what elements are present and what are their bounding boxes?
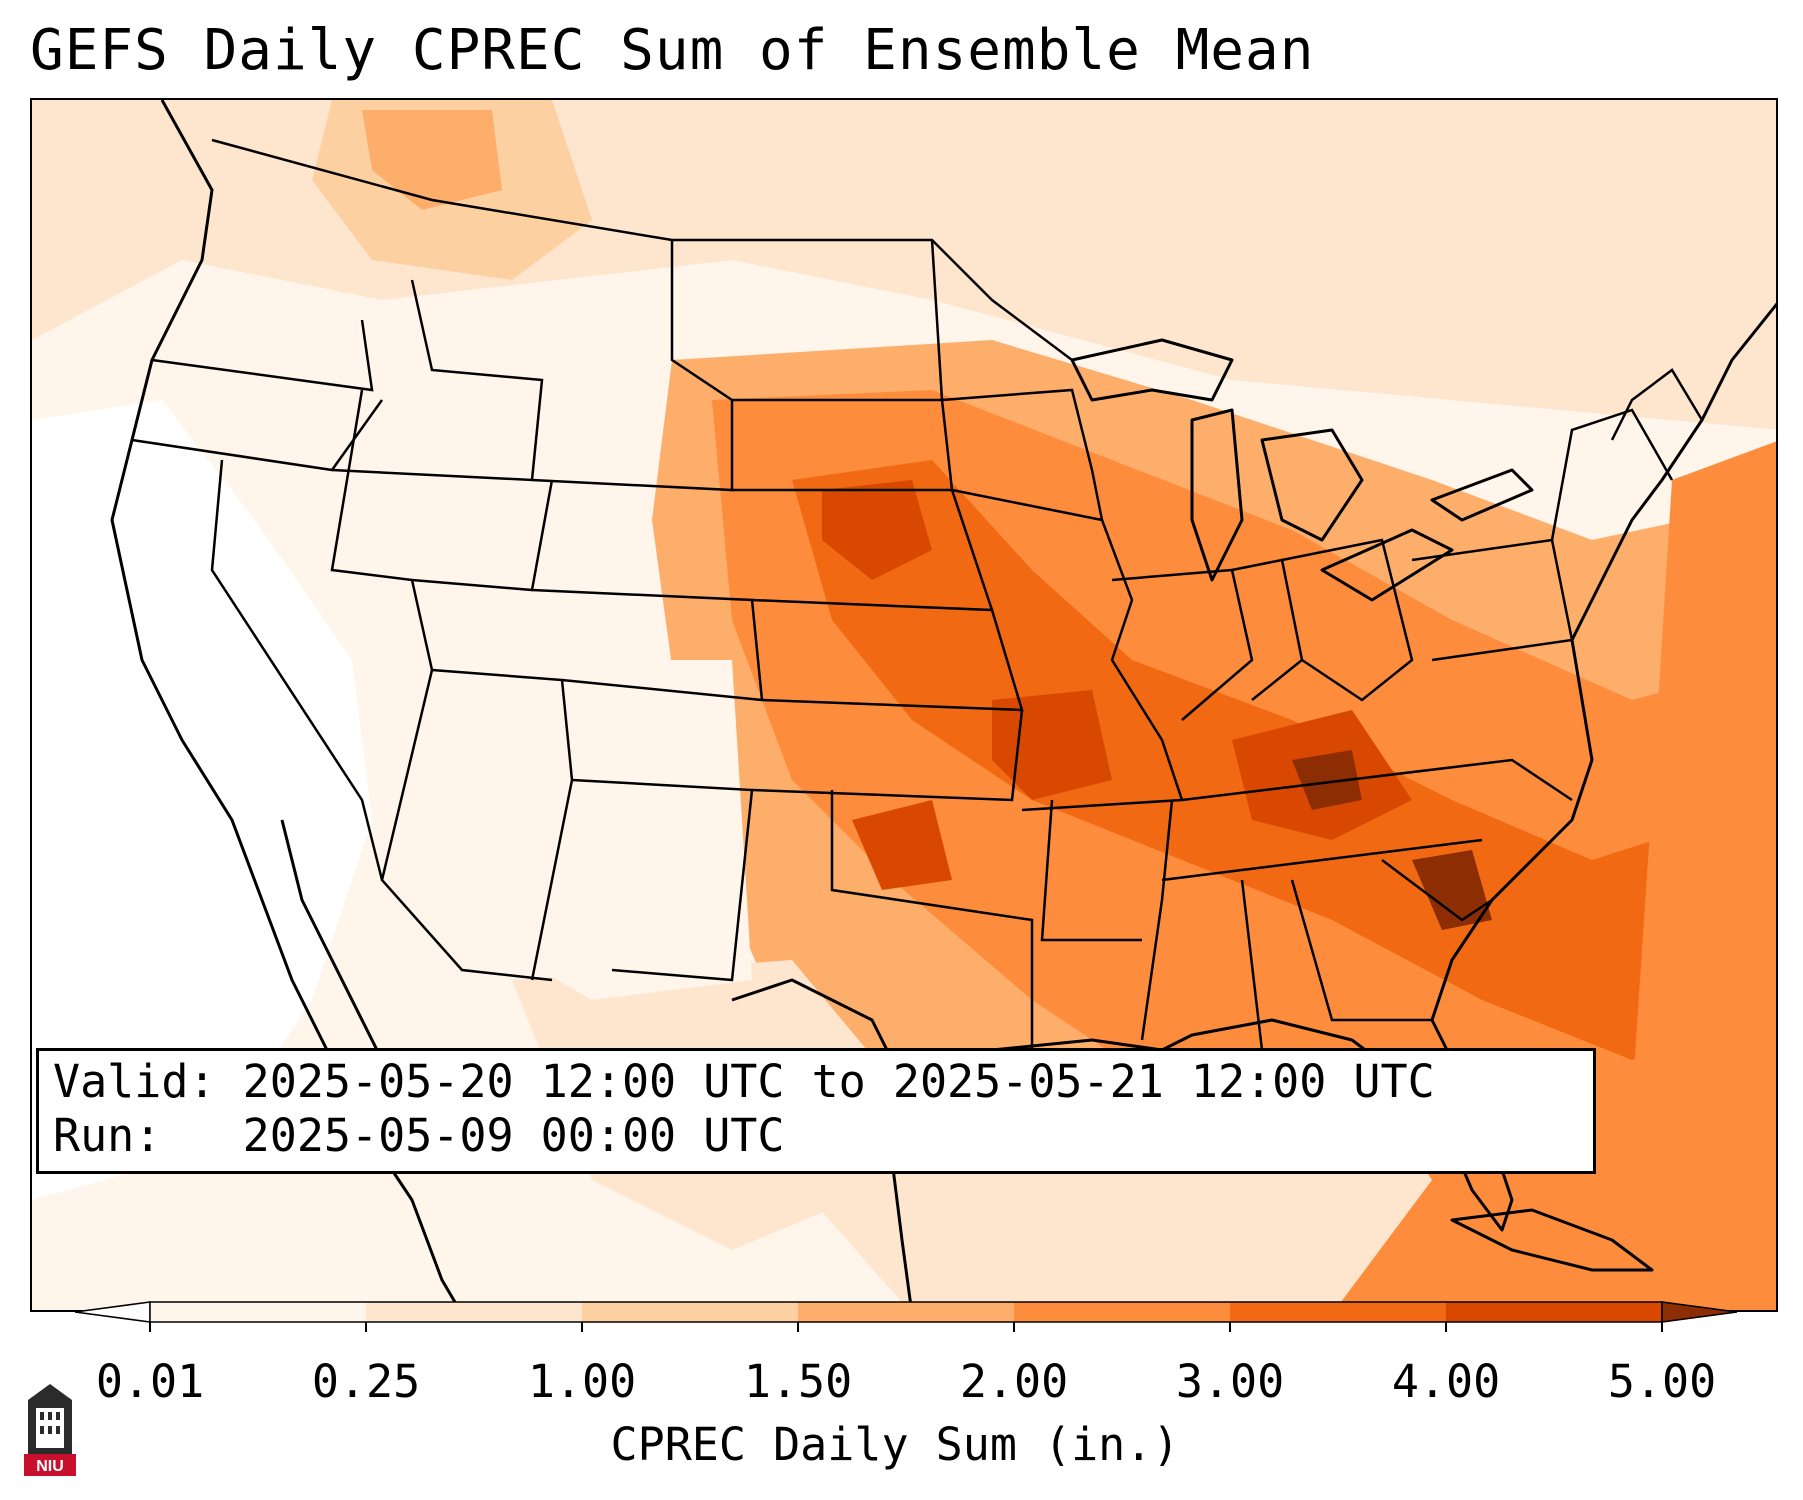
colorbar-ticks <box>149 1322 1663 1332</box>
colorbar-tick-label: 1.50 <box>743 1355 853 1408</box>
colorbar-segment <box>798 1302 1015 1322</box>
colorbar-tick-label: 0.01 <box>95 1355 205 1408</box>
valid-run-info-box: Valid: 2025-05-20 12:00 UTC to 2025-05-2… <box>36 1048 1596 1174</box>
colorbar-extend-low <box>74 1301 151 1323</box>
valid-time-text: Valid: 2025-05-20 12:00 UTC to 2025-05-2… <box>53 1055 1435 1108</box>
colorbar-tick-label: 5.00 <box>1607 1355 1717 1408</box>
colorbar-tick-label: 4.00 <box>1391 1355 1501 1408</box>
run-time-text: Run: 2025-05-09 00:00 UTC <box>53 1109 785 1162</box>
university-tower-icon: NIU <box>24 1384 76 1476</box>
colorbar-segment <box>150 1302 367 1322</box>
colorbar-segment <box>1230 1302 1447 1322</box>
colorbar-tick-label: 0.25 <box>311 1355 421 1408</box>
page-title: GEFS Daily CPREC Sum of Ensemble Mean <box>30 18 1315 83</box>
colorbar-tick-label: 1.00 <box>527 1355 637 1408</box>
colorbar-segments <box>74 1301 1738 1323</box>
state-borders <box>131 138 1704 1051</box>
colorbar <box>74 1301 1738 1332</box>
colorbar-segment <box>582 1302 799 1322</box>
colorbar-tick-label: 3.00 <box>1175 1355 1285 1408</box>
colorbar-tick-label: 2.00 <box>959 1355 1069 1408</box>
logo-text: NIU <box>36 1458 64 1475</box>
colorbar-outline <box>149 1301 1663 1323</box>
colorbar-segment <box>1446 1302 1663 1322</box>
colorbar-segment <box>366 1302 583 1322</box>
colorbar-label: CPREC Daily Sum (in.) <box>610 1418 1180 1471</box>
colorbar-segment <box>1014 1302 1231 1322</box>
colorbar-extend-high <box>1661 1301 1738 1323</box>
